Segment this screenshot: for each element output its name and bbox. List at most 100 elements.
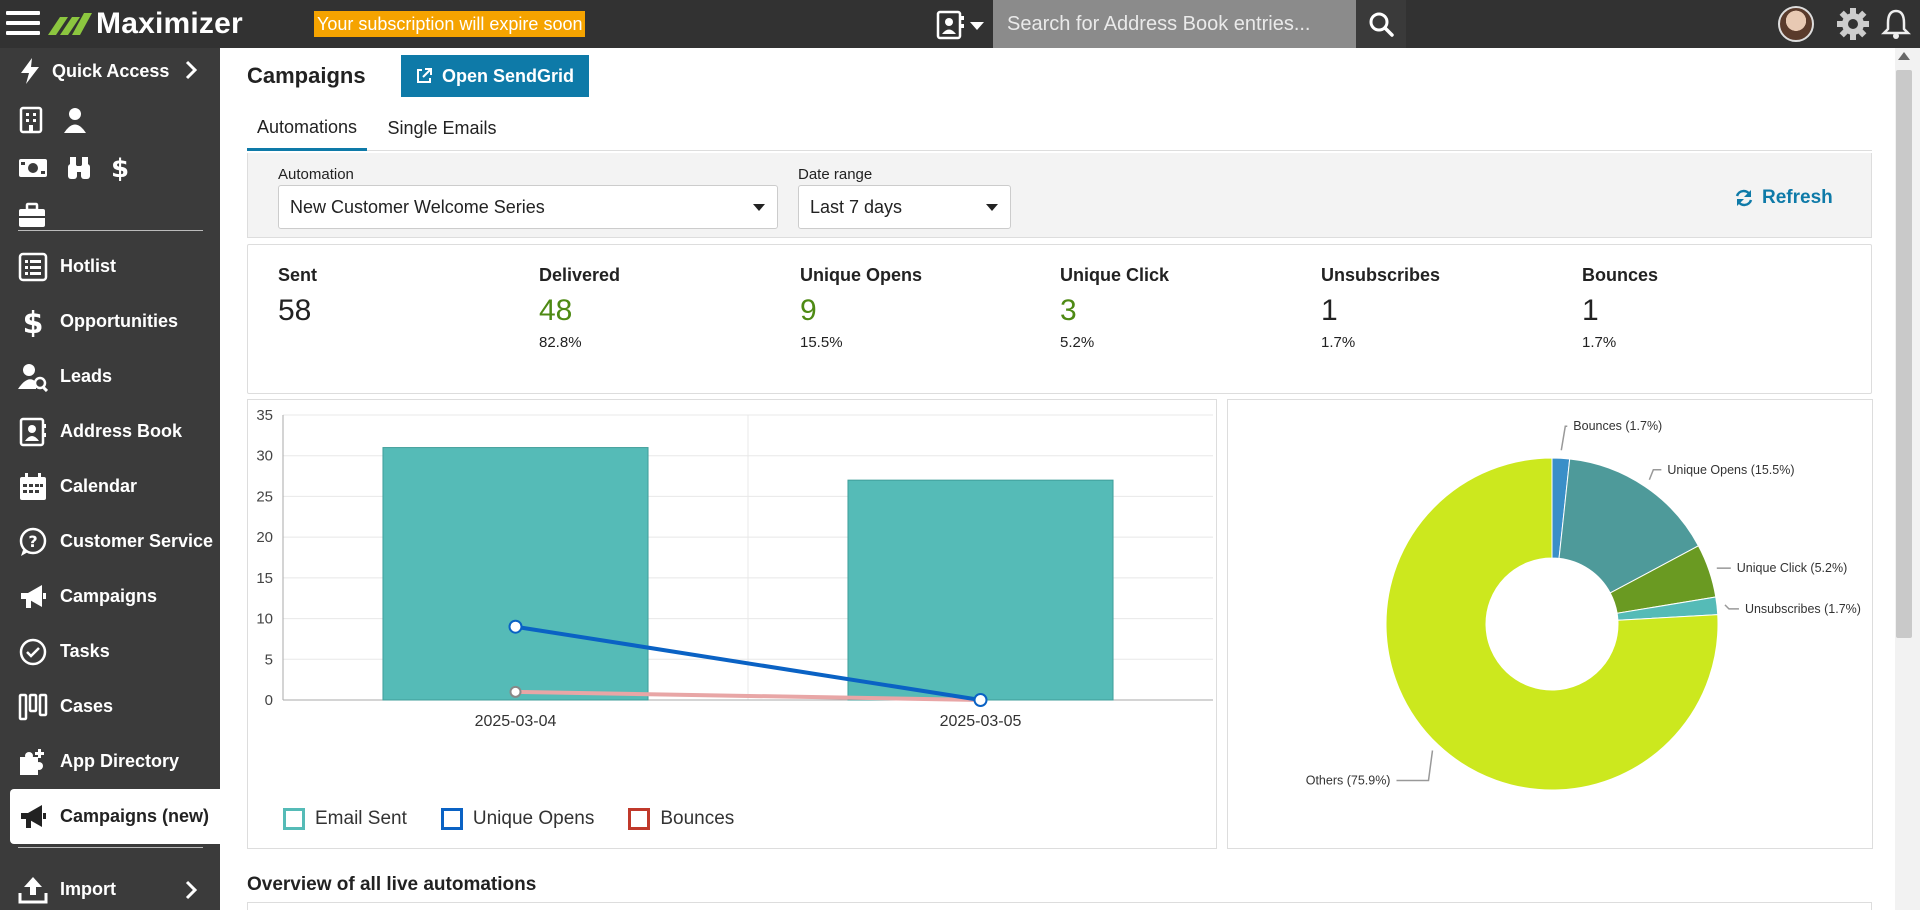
external-link-icon <box>416 68 432 83</box>
stat-delivered: Delivered 48 82.8% <box>539 265 789 351</box>
caret-down-icon <box>753 204 765 211</box>
pie-label-line <box>1724 604 1739 610</box>
sidebar-item-cases[interactable]: Cases <box>0 679 220 734</box>
stat-value: 1 <box>1582 294 1599 327</box>
y-tick-label: 35 <box>256 407 273 424</box>
sidebar-item-app-directory[interactable]: App Directory <box>0 734 220 789</box>
donut-chart: Bounces (1.7%) Unique Opens (15.5%) Unique… <box>1306 419 1861 791</box>
maximizer-logo-icon <box>48 13 92 35</box>
sidebar: Quick Access $ Hotlist $ Opportunities L… <box>0 48 220 910</box>
pie-label-line <box>1648 469 1662 481</box>
sidebar-item-label: Import <box>60 879 116 899</box>
stat-bounces: Bounces 1 1.7% <box>1582 265 1832 351</box>
open-sendgrid-button[interactable]: Open SendGrid <box>401 55 589 97</box>
cases-icon <box>18 693 48 721</box>
sidebar-item-tasks[interactable]: Tasks <box>0 624 220 679</box>
automation-select[interactable]: New Customer Welcome Series <box>278 185 778 229</box>
refresh-icon <box>1735 189 1753 207</box>
check-circle-icon <box>19 638 47 666</box>
menu-icon[interactable] <box>6 11 40 39</box>
quick-access-label: Quick Access <box>52 60 170 81</box>
legend-label: Unique Opens <box>472 808 595 829</box>
sidebar-item-label: Campaigns (new) <box>60 806 210 826</box>
person-icon[interactable] <box>62 106 88 134</box>
sidebar-item-leads[interactable]: Leads <box>0 349 220 404</box>
sidebar-item-hotlist[interactable]: Hotlist <box>0 239 220 294</box>
sidebar-item-campaigns[interactable]: Campaigns <box>0 569 220 624</box>
app-name: Maximizer <box>96 7 243 40</box>
calendar-icon <box>20 473 46 500</box>
chart-legend: Email Sent Unique Opens Bounces <box>283 808 734 830</box>
x-tick-label: 2025-03-05 <box>940 713 1022 730</box>
pie-label: Unsubscribes (1.7%) <box>1745 602 1861 616</box>
pie-label-line <box>1560 425 1568 451</box>
legend-swatch <box>628 808 651 830</box>
sidebar-divider <box>18 847 203 848</box>
pie-label: Unique Click (5.2%) <box>1737 561 1847 575</box>
avatar[interactable] <box>1778 6 1814 42</box>
quick-access[interactable]: Quick Access <box>0 48 220 94</box>
tab-single-emails[interactable]: Single Emails <box>387 118 497 138</box>
briefcase-icon[interactable] <box>18 202 46 228</box>
date-range-label: Date range <box>798 166 873 183</box>
open-sendgrid-label: Open SendGrid <box>441 65 574 86</box>
building-icon[interactable] <box>18 106 44 134</box>
refresh-label: Refresh <box>1762 187 1833 208</box>
sidebar-item-address-book[interactable]: Address Book <box>0 404 220 459</box>
legend-bounces[interactable]: Bounces <box>628 808 734 830</box>
sidebar-item-campaigns-new[interactable]: Campaigns (new) <box>10 789 220 844</box>
upload-icon <box>18 877 48 904</box>
sidebar-item-opportunities[interactable]: $ Opportunities <box>0 294 220 349</box>
refresh-button[interactable]: Refresh <box>1734 183 1833 213</box>
stat-percent: 82.8% <box>539 334 582 351</box>
cash-icon[interactable] <box>18 156 48 180</box>
puzzle-icon <box>20 749 44 775</box>
dollar-icon: $ <box>23 307 44 337</box>
pie-slice <box>1558 458 1700 594</box>
y-tick-label: 15 <box>256 570 273 587</box>
sidebar-item-calendar[interactable]: Calendar <box>0 459 220 514</box>
binoculars-icon[interactable] <box>66 155 92 181</box>
legend-swatch <box>440 808 463 830</box>
stat-label: Bounces <box>1582 265 1659 285</box>
pie-chart-panel: Bounces (1.7%) Unique Opens (15.5%) Unique… <box>1227 399 1873 849</box>
sidebar-divider <box>18 230 203 231</box>
y-tick-label: 0 <box>265 692 273 709</box>
search-input[interactable] <box>993 0 1356 48</box>
sidebar-item-label: Cases <box>60 696 114 716</box>
bar-chart-panel: 0 5 10 15 20 25 30 35 2025-03-04 2025-03-05 Email… <box>247 399 1217 849</box>
logo[interactable]: Maximizer <box>46 6 243 42</box>
sidebar-item-label: Calendar <box>60 476 138 496</box>
scroll-up-icon[interactable] <box>1898 52 1910 60</box>
tabs: Automations Single Emails <box>247 106 1872 151</box>
caret-down-icon <box>986 204 998 211</box>
question-bubble-icon: ? <box>19 527 47 556</box>
legend-email-sent[interactable]: Email Sent <box>283 808 407 830</box>
sidebar-item-customer-service[interactable]: ? Customer Service <box>0 514 220 569</box>
search-button[interactable] <box>1356 0 1406 48</box>
series-line-unique-opens <box>515 624 981 702</box>
scrollbar-thumb[interactable] <box>1896 70 1912 638</box>
subscription-banner[interactable]: Your subscription will expire soon <box>314 11 586 37</box>
bell-icon[interactable] <box>1881 8 1911 40</box>
y-tick-label: 30 <box>256 448 273 465</box>
tab-automations[interactable]: Automations <box>247 106 367 151</box>
stat-percent: 1.7% <box>1582 334 1617 351</box>
gear-icon[interactable] <box>1836 7 1870 41</box>
stat-label: Sent <box>278 265 318 285</box>
megaphone-icon <box>21 585 46 608</box>
bar-chart: 0 5 10 15 20 25 30 35 2025-03-04 2025-03-05 <box>256 407 1213 730</box>
stat-percent: 5.2% <box>1060 334 1095 351</box>
address-book-dropdown-icon[interactable] <box>936 10 992 40</box>
quick-icons-row-2: $ <box>18 154 130 182</box>
sidebar-item-label: Leads <box>60 366 113 386</box>
dollar-icon[interactable]: $ <box>110 154 130 182</box>
stat-percent: 15.5% <box>800 334 843 351</box>
automations-table <box>247 902 1872 910</box>
legend-unique-opens[interactable]: Unique Opens <box>440 808 595 830</box>
stat-unique-click: Unique Click 3 5.2% <box>1060 265 1310 351</box>
pie-slice <box>1385 457 1719 791</box>
sidebar-item-label: Tasks <box>60 641 110 661</box>
sidebar-item-import[interactable]: Import <box>0 862 220 910</box>
date-range-select[interactable]: Last 7 days <box>798 185 1011 229</box>
